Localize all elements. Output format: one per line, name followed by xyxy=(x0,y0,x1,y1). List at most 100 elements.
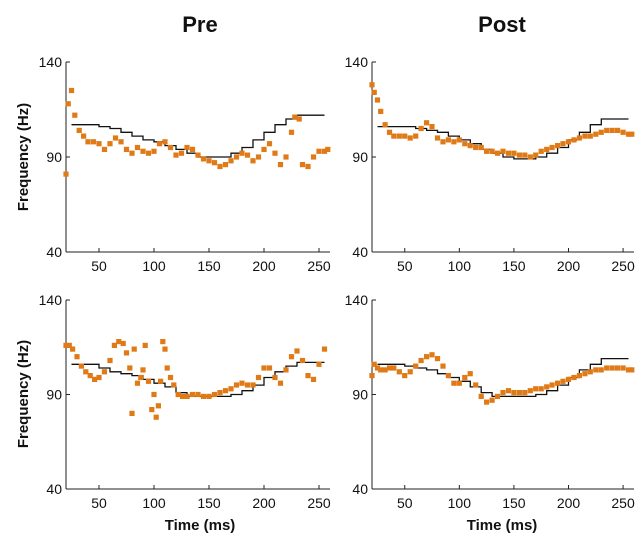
data-point xyxy=(316,361,322,367)
data-point xyxy=(310,154,317,160)
data-point xyxy=(424,120,430,126)
data-point xyxy=(87,373,93,379)
data-point xyxy=(138,374,144,381)
data-point xyxy=(63,171,69,177)
data-point xyxy=(391,133,397,139)
data-point xyxy=(413,133,419,139)
data-point xyxy=(74,354,80,360)
x-tick-label: 50 xyxy=(91,495,107,511)
data-point xyxy=(402,133,408,139)
data-point xyxy=(511,150,517,156)
data-point xyxy=(250,158,256,164)
data-point xyxy=(593,367,599,373)
data-point xyxy=(555,380,561,386)
data-point xyxy=(206,158,212,164)
data-point xyxy=(272,374,278,381)
data-point xyxy=(533,386,539,392)
data-point xyxy=(565,376,572,382)
x-tick-label: 50 xyxy=(397,495,413,511)
data-point xyxy=(211,160,218,166)
data-point xyxy=(382,367,388,373)
x-tick-label: 200 xyxy=(252,258,276,274)
x-tick-label: 250 xyxy=(307,495,331,511)
x-tick-label: 150 xyxy=(502,495,526,511)
y-tick-label: 140 xyxy=(345,54,369,70)
data-point xyxy=(418,357,424,364)
data-point xyxy=(467,143,473,149)
y-axis-label-bottom: Frequency (Hz) xyxy=(15,340,32,448)
data-point xyxy=(418,125,424,132)
x-tick-label: 100 xyxy=(142,258,166,274)
data-point xyxy=(440,139,446,145)
data-point xyxy=(255,154,262,160)
data-point xyxy=(402,373,408,379)
data-point xyxy=(629,367,635,373)
data-point xyxy=(522,390,528,396)
data-point xyxy=(538,148,544,154)
x-tick-label: 250 xyxy=(611,495,635,511)
x-tick-label: 150 xyxy=(197,495,221,511)
data-point xyxy=(299,162,306,168)
data-point xyxy=(134,144,141,151)
data-point xyxy=(316,148,322,154)
data-point xyxy=(162,346,168,352)
y-tick-label: 40 xyxy=(352,244,368,260)
x-tick-label: 50 xyxy=(397,258,413,274)
data-point xyxy=(211,391,218,398)
y-tick-label: 90 xyxy=(46,387,62,403)
data-point xyxy=(156,141,163,147)
data-point xyxy=(371,361,377,367)
column-title-pre: Pre xyxy=(182,12,217,37)
data-point xyxy=(527,154,533,160)
data-point xyxy=(250,382,256,388)
data-point xyxy=(456,137,462,143)
data-point xyxy=(544,384,550,390)
data-point xyxy=(549,144,555,151)
data-point xyxy=(473,382,479,388)
data-point xyxy=(604,365,610,371)
data-point xyxy=(582,371,588,377)
data-point xyxy=(217,390,223,396)
data-point xyxy=(629,131,635,137)
data-point xyxy=(129,150,135,156)
data-point xyxy=(478,144,484,151)
data-point xyxy=(76,127,82,133)
data-point xyxy=(391,365,397,371)
data-point xyxy=(494,150,501,156)
data-point xyxy=(440,363,446,369)
data-point xyxy=(571,374,577,381)
data-point xyxy=(505,150,512,156)
x-tick-label: 100 xyxy=(448,258,472,274)
data-point xyxy=(244,382,251,388)
data-point xyxy=(123,350,130,356)
x-tick-label: 250 xyxy=(307,258,331,274)
data-point xyxy=(116,339,122,345)
data-point xyxy=(255,374,262,381)
data-point xyxy=(369,82,375,88)
data-point xyxy=(63,342,69,348)
data-point xyxy=(615,127,621,133)
data-point xyxy=(164,365,170,371)
data-point xyxy=(587,369,593,375)
x-tick-label: 100 xyxy=(142,495,166,511)
panel-post-top: 40 90 140 50 100 150 200 250 xyxy=(345,54,635,274)
data-point xyxy=(140,148,146,154)
data-point xyxy=(151,391,157,398)
data-point xyxy=(500,148,506,154)
data-point xyxy=(85,139,91,145)
data-point xyxy=(369,373,375,379)
data-point xyxy=(277,380,284,386)
data-point xyxy=(467,371,473,377)
data-point xyxy=(434,356,441,362)
data-point xyxy=(167,144,174,151)
data-point xyxy=(527,388,533,394)
data-point xyxy=(305,373,311,379)
data-point xyxy=(283,367,289,373)
data-point xyxy=(123,146,130,152)
x-axis-label-pre: Time (ms) xyxy=(165,517,236,534)
data-point xyxy=(65,101,71,107)
data-point xyxy=(473,144,479,151)
data-point xyxy=(424,354,430,360)
data-point xyxy=(549,382,555,388)
